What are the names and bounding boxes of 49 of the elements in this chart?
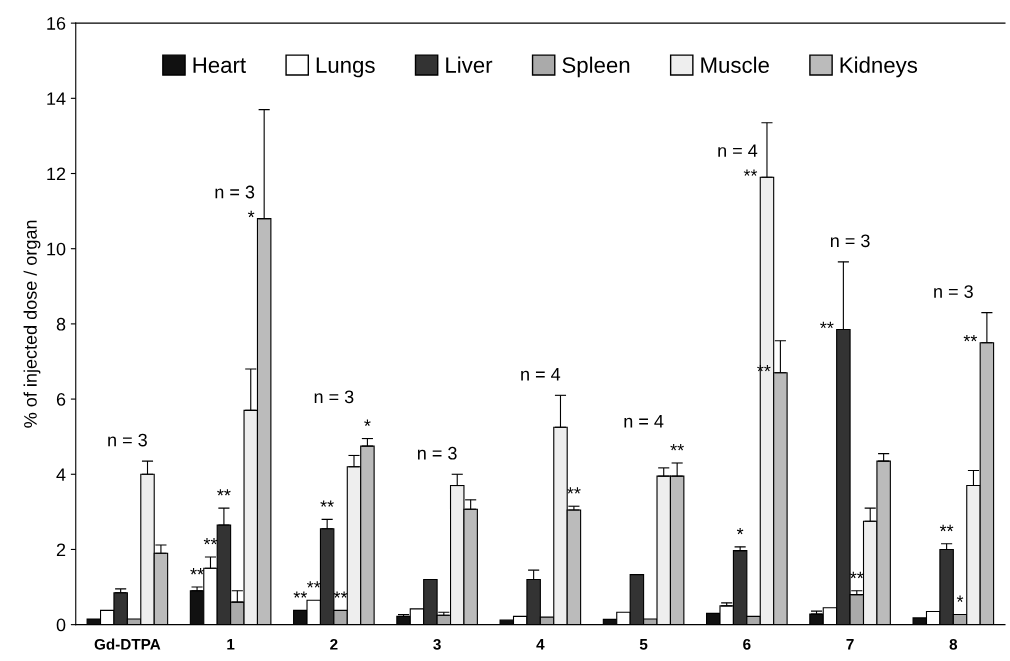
x-tick-label: Gd-DTPA <box>94 638 161 650</box>
data-label: ** <box>306 581 321 588</box>
legend-label: Heart <box>193 57 246 73</box>
annotation: n = 3 <box>934 285 973 298</box>
y-tick-label: 8 <box>56 317 66 331</box>
data-label: * <box>956 595 964 602</box>
annotation: n = 3 <box>830 234 870 248</box>
legend-label: Liver <box>446 56 493 73</box>
data-label: ** <box>963 334 978 342</box>
data-label: ** <box>203 538 218 545</box>
x-tick-label: 7 <box>846 639 854 650</box>
y-tick-label: 16 <box>47 17 66 30</box>
x-tick-label: 2 <box>330 638 338 650</box>
y-tick-label: 6 <box>56 393 66 406</box>
legend-label: Spleen <box>562 56 630 78</box>
data-label: ** <box>333 591 348 598</box>
annotation: n = 3 <box>108 433 147 447</box>
data-label: ** <box>939 524 954 532</box>
x-tick-label: 3 <box>433 638 441 650</box>
data-label: ** <box>670 444 684 451</box>
data-label: ** <box>293 591 308 598</box>
y-tick-label: 0 <box>56 618 66 632</box>
data-label: * <box>364 419 371 426</box>
data-label: ** <box>820 321 834 329</box>
data-label: * <box>247 210 255 218</box>
annotation: n = 4 <box>521 368 561 381</box>
legend-label: Muscle <box>701 56 769 73</box>
x-tick-label: 6 <box>743 638 751 650</box>
y-tick-label: 12 <box>47 167 66 181</box>
x-tick-label: 5 <box>639 639 648 650</box>
x-tick-label: 1 <box>227 639 235 650</box>
annotation: n = 3 <box>314 390 354 404</box>
y-tick-label: 2 <box>56 543 66 556</box>
data-label: ** <box>743 169 758 176</box>
x-tick-label: 8 <box>949 638 958 650</box>
data-label: ** <box>320 500 334 507</box>
y-axis-title: % of injected dose / organ <box>23 220 41 428</box>
y-tick-label: 10 <box>47 242 66 256</box>
legend-label: Lungs <box>316 57 375 78</box>
annotation: n = 4 <box>624 415 664 428</box>
annotation: n = 3 <box>417 446 457 460</box>
legend-label: Kidneys <box>840 56 918 78</box>
y-tick-label: 14 <box>47 92 66 105</box>
y-tick-label: 4 <box>56 468 66 481</box>
annotation: n = 3 <box>215 185 255 199</box>
annotation: n = 4 <box>718 144 758 157</box>
data-label: ** <box>217 489 231 496</box>
data-label: * <box>736 527 744 535</box>
x-tick-label: 4 <box>536 639 545 650</box>
